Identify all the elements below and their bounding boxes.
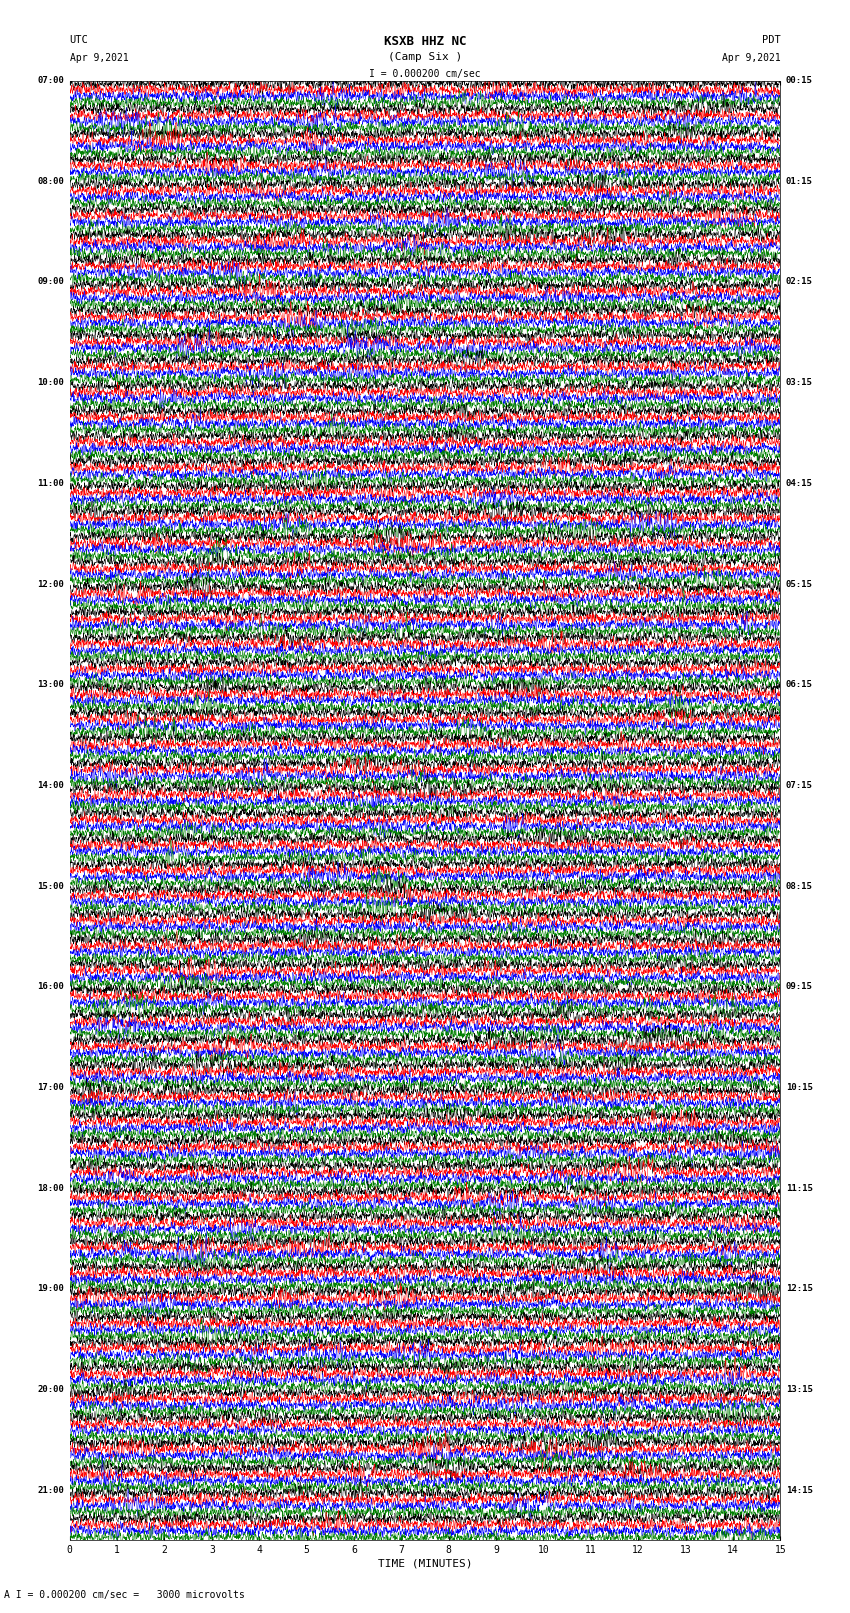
Text: 02:15: 02:15 [786, 277, 813, 287]
Text: 04:15: 04:15 [786, 479, 813, 487]
Text: 08:15: 08:15 [786, 882, 813, 890]
Text: 10:15: 10:15 [786, 1082, 813, 1092]
Text: 16:00: 16:00 [37, 982, 64, 992]
Text: 03:15: 03:15 [786, 377, 813, 387]
Text: (Camp Six ): (Camp Six ) [388, 52, 462, 61]
Text: 06:15: 06:15 [786, 681, 813, 689]
Text: 15:00: 15:00 [37, 882, 64, 890]
Text: 12:15: 12:15 [786, 1284, 813, 1294]
Text: 10:00: 10:00 [37, 377, 64, 387]
Text: Apr 9,2021: Apr 9,2021 [70, 53, 128, 63]
Text: 05:15: 05:15 [786, 579, 813, 589]
Text: 09:00: 09:00 [37, 277, 64, 287]
Text: 00:15: 00:15 [786, 76, 813, 85]
Text: 13:00: 13:00 [37, 681, 64, 689]
Text: KSXB HHZ NC: KSXB HHZ NC [383, 35, 467, 48]
Text: PDT: PDT [762, 35, 780, 45]
Text: 21:00: 21:00 [37, 1486, 64, 1495]
X-axis label: TIME (MINUTES): TIME (MINUTES) [377, 1558, 473, 1568]
Text: 01:15: 01:15 [786, 177, 813, 185]
Text: Apr 9,2021: Apr 9,2021 [722, 53, 780, 63]
Text: UTC: UTC [70, 35, 88, 45]
Text: I = 0.000200 cm/sec: I = 0.000200 cm/sec [369, 69, 481, 79]
Text: 09:15: 09:15 [786, 982, 813, 992]
Text: 07:00: 07:00 [37, 76, 64, 85]
Text: 11:00: 11:00 [37, 479, 64, 487]
Text: 14:00: 14:00 [37, 781, 64, 790]
Text: 20:00: 20:00 [37, 1386, 64, 1394]
Text: 12:00: 12:00 [37, 579, 64, 589]
Text: 11:15: 11:15 [786, 1184, 813, 1192]
Text: 13:15: 13:15 [786, 1386, 813, 1394]
Text: 14:15: 14:15 [786, 1486, 813, 1495]
Text: 17:00: 17:00 [37, 1082, 64, 1092]
Text: 08:00: 08:00 [37, 177, 64, 185]
Text: 19:00: 19:00 [37, 1284, 64, 1294]
Text: A I = 0.000200 cm/sec =   3000 microvolts: A I = 0.000200 cm/sec = 3000 microvolts [4, 1590, 245, 1600]
Text: 18:00: 18:00 [37, 1184, 64, 1192]
Text: 07:15: 07:15 [786, 781, 813, 790]
